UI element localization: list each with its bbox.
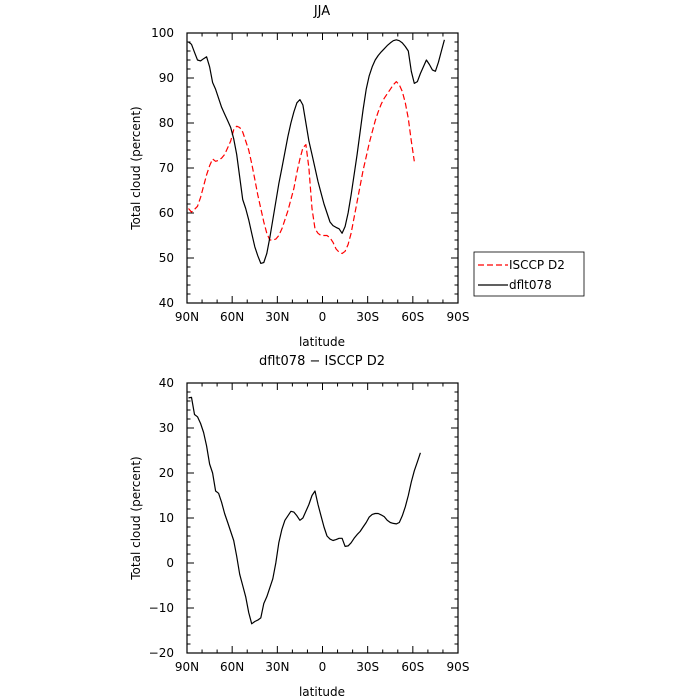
y-tick-label: 40 bbox=[159, 376, 174, 390]
y-tick-label: 20 bbox=[159, 466, 174, 480]
series-line-difference bbox=[188, 396, 421, 625]
x-tick-label: 60S bbox=[401, 310, 424, 324]
bottom-y-axis-label: Total cloud (percent) bbox=[129, 456, 143, 580]
bottom-x-axis-label: latitude bbox=[299, 685, 345, 699]
y-tick-label: 90 bbox=[159, 71, 174, 85]
legend-box bbox=[473, 251, 585, 297]
top-x-axis-label: latitude bbox=[299, 335, 345, 349]
y-tick-label: 50 bbox=[159, 251, 174, 265]
x-tick-label: 0 bbox=[319, 310, 327, 324]
top-y-axis-label: Total cloud (percent) bbox=[129, 106, 143, 230]
y-tick-label: −10 bbox=[149, 601, 174, 615]
y-tick-label: 80 bbox=[159, 116, 174, 130]
top-plot-series bbox=[188, 39, 445, 264]
series-line-dflt078 bbox=[188, 39, 445, 264]
x-tick-label: 90N bbox=[175, 660, 199, 674]
x-tick-label: 60S bbox=[401, 660, 424, 674]
x-tick-label: 30S bbox=[356, 660, 379, 674]
legend-label-dflt078: dflt078 bbox=[509, 278, 552, 292]
y-tick-label: 60 bbox=[159, 206, 174, 220]
y-tick-label: 0 bbox=[166, 556, 174, 570]
y-tick-label: −20 bbox=[149, 646, 174, 660]
bottom-plot-frame bbox=[186, 382, 459, 654]
x-tick-label: 30S bbox=[356, 310, 379, 324]
x-tick-label: 0 bbox=[319, 660, 327, 674]
top-axis-ticks: 90N 60N 30N 0 30S 60S 90S 40 50 60 70 80 90 100 bbox=[151, 26, 469, 324]
top-chart-title: JJA bbox=[313, 4, 330, 19]
x-tick-label: 90S bbox=[447, 660, 470, 674]
y-tick-label: 10 bbox=[159, 511, 174, 525]
y-tick-label: 30 bbox=[159, 421, 174, 435]
x-tick-label: 60N bbox=[220, 310, 244, 324]
bottom-chart-title: dflt078 − ISCCP D2 bbox=[259, 354, 385, 369]
top-plot-frame bbox=[186, 32, 459, 304]
x-tick-label: 60N bbox=[220, 660, 244, 674]
y-tick-label: 40 bbox=[159, 296, 174, 310]
legend: ISCCP D2 dflt078 bbox=[473, 251, 585, 297]
bottom-plot-series bbox=[188, 396, 421, 625]
x-tick-label: 30N bbox=[265, 660, 289, 674]
y-tick-label: 70 bbox=[159, 161, 174, 175]
series-line-isccp-d2 bbox=[188, 81, 415, 255]
x-tick-label: 30N bbox=[265, 310, 289, 324]
bottom-panel: dflt078 − ISCCP D2 90N 60N 30N 0 30S 60S 90S −2… bbox=[129, 354, 469, 699]
bottom-axis-ticks: 90N 60N 30N 0 30S 60S 90S −20 −10 0 10 20 30 40 bbox=[149, 376, 470, 674]
x-tick-label: 90S bbox=[447, 310, 470, 324]
top-panel: JJA 90N 60N 30N 0 30S 60S 90S 40 50 60 70 80 90 100 l… bbox=[129, 4, 585, 349]
x-tick-label: 90N bbox=[175, 310, 199, 324]
legend-label-isccp: ISCCP D2 bbox=[509, 258, 565, 272]
y-tick-label: 100 bbox=[151, 26, 174, 40]
